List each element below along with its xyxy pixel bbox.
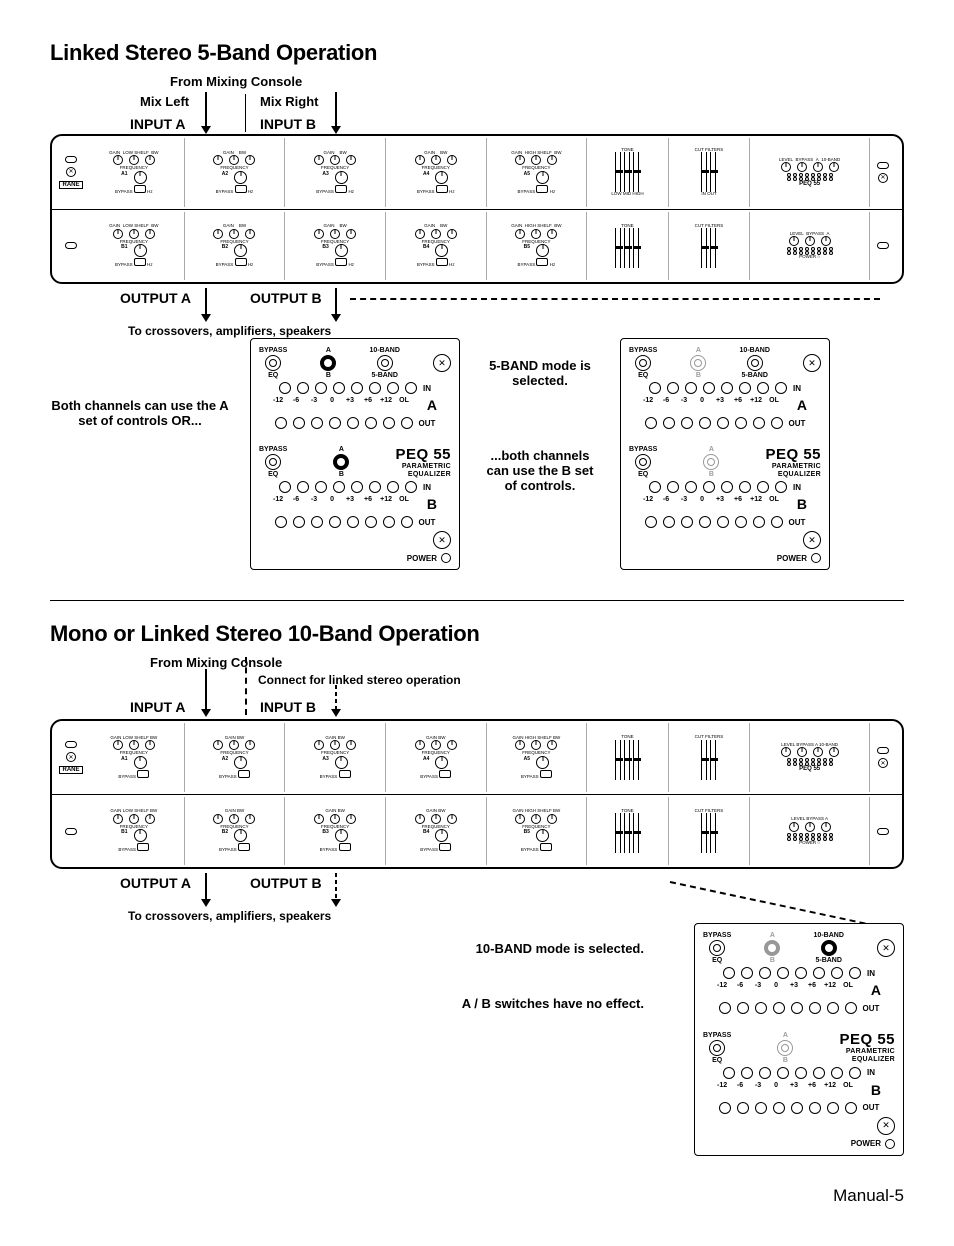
section-linked-stereo-5band: Linked Stereo 5-Band Operation From Mixi…	[50, 40, 904, 570]
detail-a-left: BYPASSEQ AB 10-BAND5-BAND IN -12-6-30+3+…	[250, 338, 460, 570]
dashed-divider	[245, 657, 247, 715]
detail-panel-right: BYPASSEQ AB 10-BAND5-BAND IN -12-6-30+3+…	[620, 338, 830, 570]
input-b-label: INPUT B	[260, 116, 316, 132]
section2-title: Mono or Linked Stereo 10-Band Operation	[50, 621, 904, 647]
output-b-label-2: OUTPUT B	[250, 875, 322, 891]
mix-left-label: Mix Left	[140, 94, 189, 109]
detail-panel-section2: BYPASSEQ AB 10-BAND5-BAND IN -12-6-30+3+…	[694, 923, 904, 1155]
connect-note: Connect for linked stereo operation	[258, 673, 461, 687]
band-a4: GAIN BW FREQUENCY A4 BYPASS Hz	[386, 138, 487, 207]
section1-detail-row: Both channels can use the A set of contr…	[50, 338, 904, 570]
arrow-input-b-2	[330, 685, 342, 717]
input-a-label-2: INPUT A	[130, 699, 185, 715]
section1-top-row: From Mixing Console Mix Left Mix Right I…	[50, 74, 904, 134]
section2-top-row: From Mixing Console Connect for linked s…	[50, 655, 904, 719]
section-divider	[50, 600, 904, 601]
rack-unit-2: ✕RANE GAIN LOW SHELF BWFREQUENCYA1BYPASS…	[50, 719, 904, 869]
output-a-label: OUTPUT A	[120, 290, 191, 306]
band-a5: GAIN HIGH SHELF BW FREQUENCY A5 BYPASS H…	[487, 138, 588, 207]
input-a-label: INPUT A	[130, 116, 185, 132]
cut-filters-a: CUT FILTERS IN OUT	[669, 138, 751, 207]
from-mixing-console-2: From Mixing Console	[150, 655, 282, 670]
arrow-output-b	[330, 288, 342, 322]
band-b1: GAIN LOW SHELF BW FREQUENCY B1 BYPASS Hz	[84, 212, 185, 281]
band-b2: GAIN BW FREQUENCY B2 BYPASS Hz	[185, 212, 286, 281]
band-b5: GAIN HIGH SHELF BW FREQUENCY B5 BYPASS H…	[487, 212, 588, 281]
section2-below-rack: OUTPUT A OUTPUT B To crossovers, amplifi…	[50, 873, 904, 913]
arrow-input-a	[200, 92, 212, 134]
mix-right-label: Mix Right	[260, 94, 319, 109]
band-b3: GAIN BW FREQUENCY B3 BYPASS Hz	[285, 212, 386, 281]
from-mixing-console: From Mixing Console	[170, 74, 302, 89]
arrow-input-b	[330, 92, 342, 134]
detail-b-right: BYPASSEQ AB 10-BAND5-BAND IN -12-6-30+3+…	[620, 338, 830, 570]
dash-lead-1	[350, 298, 880, 300]
band-b4: GAIN BW FREQUENCY B4 BYPASS Hz	[386, 212, 487, 281]
rack-ear-right: ✕	[870, 162, 896, 183]
section1-title: Linked Stereo 5-Band Operation	[50, 40, 904, 66]
rack-unit-1: ✕RANE GAIN LOW SHELF BW FREQUENCY A1 BYP…	[50, 134, 904, 284]
ten-band-note: 10-BAND mode is selected.	[50, 941, 644, 956]
rack-row-b: GAIN LOW SHELF BW FREQUENCY B1 BYPASS Hz…	[52, 210, 902, 283]
detail-panel-left: BYPASSEQ AB 10-BAND5-BAND IN -12-6-30+3+…	[250, 338, 460, 570]
both-channels-b-text: ...both channels can use the B set of co…	[480, 448, 600, 493]
five-band-note: 5-BAND mode is selected.	[480, 358, 600, 388]
input-b-label-2: INPUT B	[260, 699, 316, 715]
divider	[245, 94, 246, 132]
to-crossovers-note-2: To crossovers, amplifiers, speakers	[128, 909, 331, 923]
section1-below-rack: OUTPUT A OUTPUT B To crossovers, amplifi…	[50, 288, 904, 328]
arrow-output-a	[200, 288, 212, 322]
dash-lead-2	[670, 881, 876, 927]
rack-row-a: ✕RANE GAIN LOW SHELF BW FREQUENCY A1 BYP…	[52, 136, 902, 210]
band-a2: GAIN BW FREQUENCY A2 BYPASS Hz	[185, 138, 286, 207]
both-channels-a-text: Both channels can use the A set of contr…	[50, 338, 230, 428]
page-number: Manual-5	[50, 1186, 904, 1206]
screw-icon	[433, 354, 451, 372]
ab-no-effect-note: A / B switches have no effect.	[50, 996, 644, 1011]
output-b-label: OUTPUT B	[250, 290, 322, 306]
section-mono-10band: Mono or Linked Stereo 10-Band Operation …	[50, 621, 904, 1155]
output-a-label-2: OUTPUT A	[120, 875, 191, 891]
to-crossovers-note: To crossovers, amplifiers, speakers	[128, 324, 331, 338]
tone-section-a: TONE LOW MID HIGH	[587, 138, 669, 207]
mid-text-block: 5-BAND mode is selected. ...both channel…	[480, 338, 600, 493]
section2-detail-row: 10-BAND mode is selected. A / B switches…	[50, 923, 904, 1155]
band-a3: GAIN BW FREQUENCY A3 BYPASS Hz	[285, 138, 386, 207]
arrow-input-a-2	[200, 669, 212, 717]
rack-ear: ✕RANE	[58, 156, 84, 189]
band-a1: GAIN LOW SHELF BW FREQUENCY A1 BYPASS Hz	[84, 138, 185, 207]
level-section-a: LEVEL BYPASS A 10-BAND PEQ 55	[750, 138, 870, 207]
